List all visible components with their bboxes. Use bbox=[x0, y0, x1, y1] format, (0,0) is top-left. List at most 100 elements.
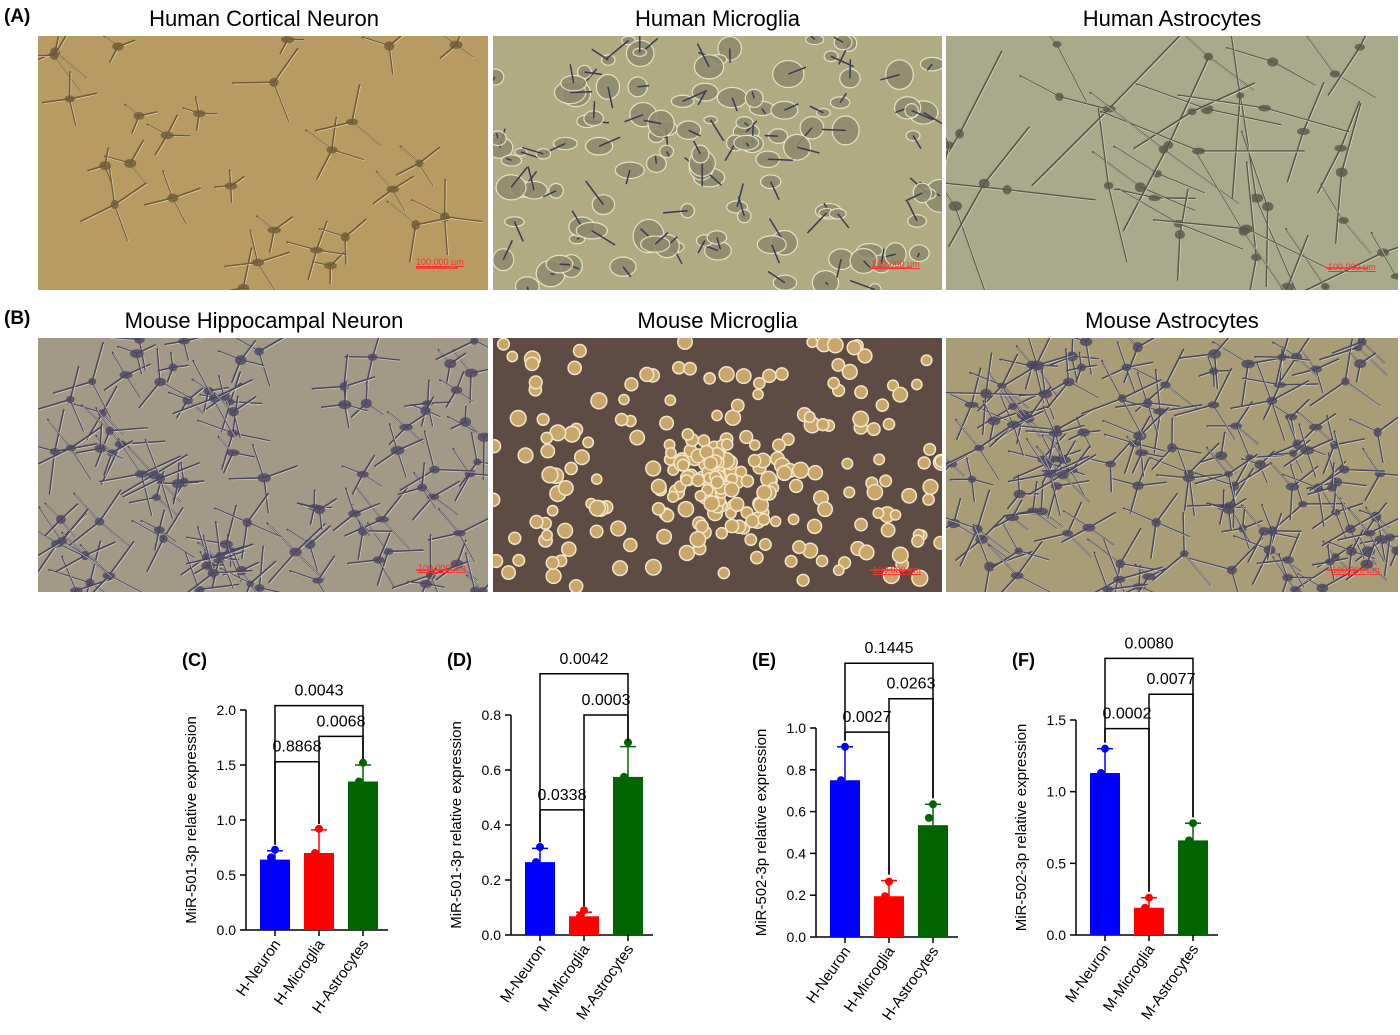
y-tick-label: 0.2 bbox=[482, 872, 502, 888]
data-point bbox=[580, 906, 588, 915]
p-value-label: 0.8868 bbox=[273, 739, 322, 756]
chart-f: (F) MiR-502-3p relative expression 0.0 0.5 1… bbox=[1000, 600, 1260, 1030]
significance-bracket bbox=[274, 760, 320, 845]
data-point bbox=[271, 845, 279, 854]
y-tick-label: 0.6 bbox=[787, 804, 807, 820]
panel-label-b: (B) bbox=[4, 308, 31, 329]
micrograph-mouse-hippocampal-neuron bbox=[38, 338, 488, 592]
y-axis-label: MiR-502-3p relative expression bbox=[1013, 724, 1030, 932]
chart-c: (C) MiR-501-3p relative expression 0.0 0.5 1… bbox=[170, 600, 430, 1030]
p-value-label: 0.0042 bbox=[560, 651, 609, 668]
data-point bbox=[925, 813, 933, 822]
chart-letter: (D) bbox=[447, 650, 472, 670]
data-point bbox=[885, 877, 893, 886]
data-point bbox=[536, 843, 544, 851]
scale-bar-b2: 100.000 µm bbox=[873, 565, 921, 575]
data-point bbox=[1145, 893, 1153, 902]
y-tick-label: 1.0 bbox=[787, 720, 807, 736]
title-human-microglia: Human Microglia bbox=[634, 6, 801, 31]
bar bbox=[1090, 773, 1120, 935]
y-tick-label: 0.0 bbox=[1047, 927, 1067, 943]
chart-d: (D) MiR-501-3p relative expression 0.0 0.2 0… bbox=[435, 600, 695, 1030]
bar bbox=[613, 776, 643, 935]
y-axis-label: MiR-502-3p relative expression bbox=[753, 729, 770, 937]
bar bbox=[525, 862, 555, 935]
y-tick-label: 0.5 bbox=[1047, 855, 1067, 871]
data-point bbox=[620, 772, 628, 781]
p-value-label: 0.0043 bbox=[295, 683, 344, 700]
bar bbox=[348, 781, 378, 930]
y-tick-label: 1.5 bbox=[217, 757, 237, 773]
significance-bracket bbox=[274, 704, 364, 845]
y-tick-label: 0.0 bbox=[217, 922, 237, 938]
p-value-label: 0.0077 bbox=[1147, 671, 1196, 688]
chart-letter: (F) bbox=[1012, 650, 1035, 670]
data-point bbox=[1101, 744, 1109, 753]
scale-bar-b3: 100.000 µm bbox=[1332, 565, 1380, 575]
data-point bbox=[881, 892, 889, 901]
data-point bbox=[532, 858, 540, 867]
p-value-label: 0.0080 bbox=[1125, 635, 1174, 652]
p-value-label: 0.0027 bbox=[843, 709, 892, 726]
title-mouse-hippocampal-neuron: Mouse Hippocampal Neuron bbox=[124, 308, 404, 333]
y-tick-label: 0.0 bbox=[787, 929, 807, 945]
data-point bbox=[929, 800, 937, 809]
bar bbox=[260, 859, 290, 930]
p-value-label: 0.0068 bbox=[317, 713, 366, 730]
y-axis-label: MiR-501-3p relative expression bbox=[183, 716, 200, 924]
data-point bbox=[267, 853, 275, 862]
data-point bbox=[841, 742, 849, 751]
p-value-label: 0.0263 bbox=[887, 676, 936, 693]
bar bbox=[1134, 907, 1164, 935]
title-human-astrocytes: Human Astrocytes bbox=[1082, 6, 1262, 31]
scale-bar-a1: 100.000 µm bbox=[416, 257, 464, 267]
data-point bbox=[1189, 819, 1197, 828]
significance-bracket bbox=[1104, 657, 1194, 818]
p-value-label: 0.0003 bbox=[582, 692, 631, 709]
micrograph-mouse-microglia bbox=[493, 338, 942, 592]
data-point bbox=[1185, 836, 1193, 845]
data-point bbox=[355, 777, 363, 786]
y-tick-label: 0.8 bbox=[787, 762, 807, 778]
data-point bbox=[1097, 769, 1105, 778]
y-tick-label: 0.2 bbox=[787, 887, 807, 903]
bar bbox=[874, 896, 904, 937]
data-point bbox=[311, 849, 319, 857]
bar bbox=[569, 916, 599, 935]
y-tick-label: 0.4 bbox=[787, 845, 807, 861]
y-tick-label: 0.8 bbox=[482, 707, 502, 723]
y-tick-label: 0.0 bbox=[482, 927, 502, 943]
bar bbox=[304, 853, 334, 930]
data-point bbox=[837, 776, 845, 785]
y-axis-label: MiR-501-3p relative expression bbox=[448, 721, 465, 929]
panel-label-a: (A) bbox=[4, 6, 31, 27]
p-value-label: 0.1445 bbox=[865, 640, 914, 657]
data-point bbox=[359, 758, 367, 767]
data-point bbox=[315, 824, 323, 833]
micrograph-human-astrocytes bbox=[946, 36, 1398, 290]
y-tick-label: 1.0 bbox=[1047, 784, 1067, 800]
significance-bracket bbox=[539, 673, 629, 843]
y-tick-label: 0.4 bbox=[482, 817, 502, 833]
chart-letter: (E) bbox=[752, 650, 776, 670]
significance-bracket bbox=[844, 662, 934, 799]
y-tick-label: 0.6 bbox=[482, 762, 502, 778]
bar bbox=[918, 825, 948, 937]
chart-letter: (C) bbox=[182, 650, 207, 670]
bar bbox=[830, 780, 860, 937]
micrograph-mouse-astrocytes bbox=[946, 338, 1398, 592]
scale-bar-b1: 100.000 µm bbox=[418, 563, 466, 573]
title-mouse-microglia: Mouse Microglia bbox=[637, 308, 798, 333]
y-tick-label: 0.5 bbox=[217, 867, 237, 883]
chart-e: (E) MiR-502-3p relative expression 0.0 0.2 0… bbox=[740, 600, 1000, 1030]
y-tick-label: 2.0 bbox=[217, 702, 237, 718]
data-point bbox=[576, 912, 584, 921]
p-value-label: 0.0002 bbox=[1103, 706, 1152, 723]
y-tick-label: 1.0 bbox=[217, 812, 237, 828]
bar bbox=[1178, 840, 1208, 935]
title-human-cortical-neuron: Human Cortical Neuron bbox=[149, 6, 379, 31]
scale-bar-a2: 100.000 µm bbox=[872, 259, 920, 269]
y-tick-label: 1.5 bbox=[1047, 712, 1067, 728]
micrograph-human-cortical-neuron bbox=[38, 36, 488, 290]
data-point bbox=[1141, 903, 1149, 912]
